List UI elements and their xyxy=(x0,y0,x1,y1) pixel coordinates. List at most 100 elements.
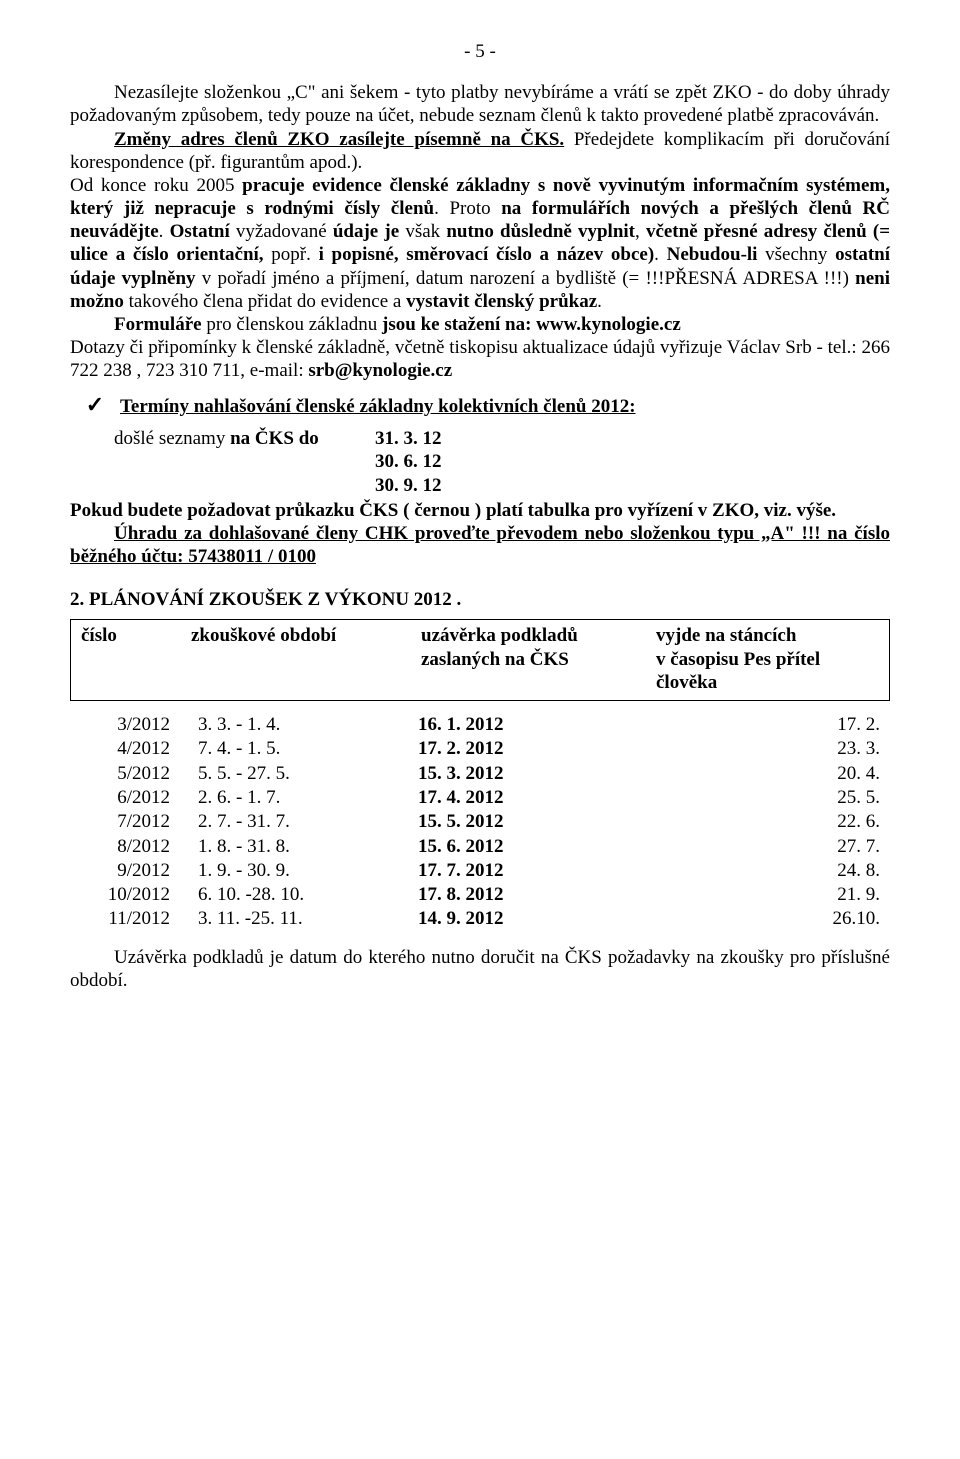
date-value: 31. 3. 12 xyxy=(375,427,442,450)
table-cell: 20. 4. xyxy=(658,762,890,786)
checklist-line: ✓Termíny nahlašování členské základny ko… xyxy=(70,392,890,419)
table-cell: 22. 6. xyxy=(658,810,890,834)
text-bold-underline: Změny adres členů ZKO zasílejte písemně … xyxy=(114,129,564,150)
table-cell: 23. 3. xyxy=(658,737,890,761)
section-heading: 2. PLÁNOVÁNÍ ZKOUŠEK Z VÝKONU 2012 . xyxy=(70,588,890,611)
text: v pořadí jméno a příjmení, datum narozen… xyxy=(196,268,646,289)
text: popř. xyxy=(271,244,318,265)
table-row: 6/20122. 6. - 1. 7.17. 4. 201225. 5. xyxy=(70,786,890,810)
text: . Proto xyxy=(434,198,501,219)
table-cell: 16. 1. 2012 xyxy=(418,713,658,737)
table-cell: 6. 10. -28. 10. xyxy=(198,883,418,907)
text: . xyxy=(159,221,170,242)
table-cell: 17. 8. 2012 xyxy=(418,883,658,907)
text: . xyxy=(597,291,602,312)
check-label: Termíny nahlašování členské základny kol… xyxy=(120,396,636,417)
text-bold: nutno důsledně vyplnit xyxy=(446,221,635,242)
text-bold: vystavit členský průkaz xyxy=(406,291,597,312)
table-cell: 5. 5. - 27. 5. xyxy=(198,762,418,786)
text-bold: Ostatní xyxy=(170,221,230,242)
table-row: 10/20126. 10. -28. 10.17. 8. 201221. 9. xyxy=(70,883,890,907)
table-row: 7/20122. 7. - 31. 7.15. 5. 201222. 6. xyxy=(70,810,890,834)
text: Dotazy či připomínky k členské základně,… xyxy=(70,337,890,381)
table-cell: 15. 3. 2012 xyxy=(418,762,658,786)
col-header: zkouškové období xyxy=(191,624,421,647)
paragraph-6: Pokud budete požadovat průkazku ČKS ( če… xyxy=(70,499,890,522)
paragraph-1: Nezasílejte složenkou „C" ani šekem - ty… xyxy=(70,81,890,127)
text-bold: i popisné, směrovací číslo a název obce) xyxy=(319,244,655,265)
text: pro členskou základnu xyxy=(202,314,382,335)
text: vyžadované xyxy=(230,221,333,242)
email-text: srb@kynologie.cz xyxy=(308,360,452,381)
table-cell: 1. 8. - 31. 8. xyxy=(198,835,418,859)
text: takového člena přidat do evidence a xyxy=(124,291,406,312)
table-cell: 26.10. xyxy=(658,907,890,931)
paragraph-3: Od konce roku 2005 pracuje evidence člen… xyxy=(70,174,890,313)
table-cell: 5/2012 xyxy=(70,762,198,786)
text-bold: Nebudou-li xyxy=(667,244,766,265)
table-header-row-2: zaslaných na ČKS v časopisu Pes přítel č… xyxy=(81,648,879,694)
table-row: 5/20125. 5. - 27. 5.15. 3. 201220. 4. xyxy=(70,762,890,786)
table-cell: 17. 4. 2012 xyxy=(418,786,658,810)
table-row: 9/20121. 9. - 30. 9.17. 7. 201224. 8. xyxy=(70,859,890,883)
table-cell: 21. 9. xyxy=(658,883,890,907)
table-cell: 17. 7. 2012 xyxy=(418,859,658,883)
table-header-box: číslo zkouškové období uzávěrka podkladů… xyxy=(70,619,890,701)
date-value: 30. 9. 12 xyxy=(375,474,890,497)
paragraph-8: Uzávěrka podkladů je datum do kterého nu… xyxy=(70,946,890,992)
table-cell: 25. 5. xyxy=(658,786,890,810)
text: však xyxy=(399,221,446,242)
paragraph-2: Změny adres členů ZKO zasílejte písemně … xyxy=(70,128,890,174)
col-header: uzávěrka podkladů xyxy=(421,624,656,647)
text: !!!PŘESNÁ ADRESA !!! xyxy=(645,268,842,289)
spacer xyxy=(70,932,890,946)
text: ) xyxy=(843,268,856,289)
text-bold: na ČKS do xyxy=(230,428,319,449)
table-row: 4/20127. 4. - 1. 5.17. 2. 201223. 3. xyxy=(70,737,890,761)
table-row: 11/20123. 11. -25. 11.14. 9. 201226.10. xyxy=(70,907,890,931)
col-header: číslo xyxy=(81,624,191,647)
table-cell: 4/2012 xyxy=(70,737,198,761)
checkmark-icon: ✓ xyxy=(70,392,120,419)
table-cell: 27. 7. xyxy=(658,835,890,859)
table-cell: 8/2012 xyxy=(70,835,198,859)
table-cell: 10/2012 xyxy=(70,883,198,907)
text-bold: Formuláře xyxy=(114,314,202,335)
text: došlé seznamy xyxy=(114,428,230,449)
table-cell: 2. 6. - 1. 7. xyxy=(198,786,418,810)
table-cell: 3. 11. -25. 11. xyxy=(198,907,418,931)
text-bold: jsou ke stažení na: www.kynologie.cz xyxy=(382,314,681,335)
dates-row-1: došlé seznamy na ČKS do 31. 3. 12 xyxy=(70,427,890,450)
paragraph-5: Dotazy či připomínky k členské základně,… xyxy=(70,336,890,382)
table-cell: 15. 5. 2012 xyxy=(418,810,658,834)
text: Od konce roku 2005 xyxy=(70,175,242,196)
table-cell: 15. 6. 2012 xyxy=(418,835,658,859)
col-header xyxy=(81,648,191,694)
table-cell: 14. 9. 2012 xyxy=(418,907,658,931)
text: , xyxy=(635,221,646,242)
table-cell: 7. 4. - 1. 5. xyxy=(198,737,418,761)
col-header: v časopisu Pes přítel člověka xyxy=(656,648,879,694)
col-header xyxy=(191,648,421,694)
table-cell: 17. 2. 2012 xyxy=(418,737,658,761)
table-cell: 24. 8. xyxy=(658,859,890,883)
dates-block: došlé seznamy na ČKS do 31. 3. 12 30. 6.… xyxy=(70,427,890,497)
text: . xyxy=(654,244,666,265)
table-cell: 6/2012 xyxy=(70,786,198,810)
paragraph-7: Úhradu za dohlašované členy CHK proveďte… xyxy=(70,522,890,568)
table-cell: 3. 3. - 1. 4. xyxy=(198,713,418,737)
table-cell: 3/2012 xyxy=(70,713,198,737)
dates-label: došlé seznamy na ČKS do xyxy=(70,427,375,450)
table-header-row-1: číslo zkouškové období uzávěrka podkladů… xyxy=(81,624,879,647)
table-row: 8/20121. 8. - 31. 8.15. 6. 201227. 7. xyxy=(70,835,890,859)
table-cell: 1. 9. - 30. 9. xyxy=(198,859,418,883)
table-cell: 2. 7. - 31. 7. xyxy=(198,810,418,834)
col-header: zaslaných na ČKS xyxy=(421,648,656,694)
table-cell: 9/2012 xyxy=(70,859,198,883)
table-row: 3/20123. 3. - 1. 4.16. 1. 201217. 2. xyxy=(70,713,890,737)
page-number: - 5 - xyxy=(70,40,890,63)
data-table: 3/20123. 3. - 1. 4.16. 1. 201217. 2.4/20… xyxy=(70,713,890,932)
col-header: vyjde na stáncích xyxy=(656,624,879,647)
table-cell: 11/2012 xyxy=(70,907,198,931)
table-cell: 17. 2. xyxy=(658,713,890,737)
